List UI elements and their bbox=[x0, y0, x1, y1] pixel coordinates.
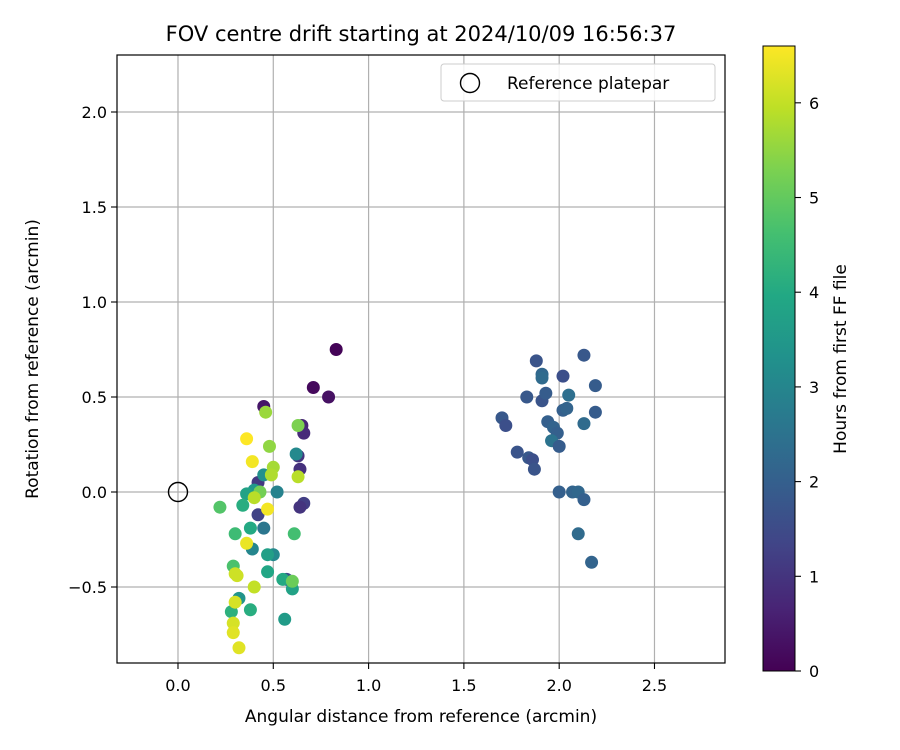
data-point bbox=[261, 548, 275, 562]
data-point bbox=[245, 455, 259, 469]
x-tick-label: 0.5 bbox=[261, 676, 286, 695]
data-point bbox=[329, 343, 343, 356]
data-point bbox=[243, 603, 257, 617]
data-point bbox=[520, 390, 534, 404]
data-point bbox=[552, 439, 566, 453]
data-point bbox=[262, 439, 276, 453]
data-point bbox=[228, 595, 242, 609]
x-axis-ticks: 0.0 0.5 1.0 1.5 2.0 2.5 bbox=[165, 663, 667, 695]
colorbar-tick-label: 4 bbox=[809, 283, 819, 302]
x-axis-label: Angular distance from reference (arcmin) bbox=[245, 707, 597, 727]
data-point bbox=[552, 485, 566, 499]
data-point bbox=[306, 381, 320, 394]
data-point bbox=[510, 445, 524, 459]
y-tick-label: 0.5 bbox=[82, 388, 107, 407]
chart-title: FOV centre drift starting at 2024/10/09 … bbox=[166, 22, 677, 46]
data-point bbox=[293, 500, 307, 514]
data-point bbox=[535, 371, 549, 385]
x-tick-label: 2.5 bbox=[642, 676, 667, 695]
data-point bbox=[228, 567, 242, 581]
data-point bbox=[247, 580, 261, 594]
data-point bbox=[257, 521, 271, 535]
colorbar-tick-label: 5 bbox=[809, 189, 819, 208]
data-point bbox=[226, 616, 240, 630]
data-point bbox=[240, 432, 254, 446]
y-tick-label: −0.5 bbox=[68, 578, 107, 597]
data-point bbox=[560, 401, 574, 415]
data-point bbox=[562, 388, 576, 402]
data-point bbox=[577, 348, 591, 362]
data-point bbox=[278, 612, 292, 626]
y-tick-label: 1.5 bbox=[82, 198, 107, 217]
colorbar-tick-label: 6 bbox=[809, 94, 819, 113]
colorbar-tick-label: 3 bbox=[809, 378, 819, 397]
data-point bbox=[322, 390, 336, 404]
y-tick-label: 1.0 bbox=[82, 293, 107, 312]
data-point bbox=[588, 405, 602, 419]
data-point bbox=[236, 498, 250, 512]
data-point bbox=[213, 500, 227, 514]
data-point bbox=[270, 485, 284, 499]
data-point bbox=[228, 527, 242, 541]
x-tick-label: 1.0 bbox=[356, 676, 381, 695]
data-point bbox=[585, 555, 599, 569]
colorbar-gradient bbox=[762, 45, 796, 672]
data-point bbox=[287, 527, 301, 541]
data-point bbox=[577, 493, 591, 507]
plot-frame bbox=[116, 54, 726, 664]
colorbar: 0 1 2 3 4 5 6 Hours from first FF file bbox=[762, 45, 851, 681]
data-point bbox=[243, 521, 257, 535]
y-tick-label: 0.0 bbox=[82, 483, 107, 502]
grid-lines bbox=[117, 55, 725, 663]
reference-marker-group bbox=[167, 481, 189, 503]
legend-box bbox=[440, 63, 716, 102]
y-axis-label: Rotation from reference (arcmin) bbox=[23, 219, 43, 499]
x-tick-label: 2.0 bbox=[546, 676, 571, 695]
data-point bbox=[259, 405, 273, 419]
data-point bbox=[251, 508, 265, 522]
data-point bbox=[571, 527, 585, 541]
data-point bbox=[226, 626, 240, 640]
data-point bbox=[261, 502, 275, 516]
legend-entry-reference: Reference platepar bbox=[507, 74, 669, 94]
legend-marker-reference bbox=[459, 72, 481, 94]
data-point bbox=[289, 447, 303, 461]
data-point bbox=[527, 462, 541, 476]
legend: Reference platepar bbox=[440, 63, 716, 102]
y-tick-label: 2.0 bbox=[82, 103, 107, 122]
data-point bbox=[556, 369, 570, 383]
data-point bbox=[529, 354, 543, 368]
data-point bbox=[240, 536, 254, 550]
data-point bbox=[264, 468, 278, 482]
colorbar-tick-label: 1 bbox=[809, 567, 819, 586]
data-point bbox=[261, 565, 275, 579]
x-tick-label: 1.5 bbox=[451, 676, 476, 695]
colorbar-tick-label: 2 bbox=[809, 473, 819, 492]
data-point bbox=[247, 491, 261, 505]
x-tick-label: 0.0 bbox=[165, 676, 190, 695]
reference-platepar-marker bbox=[167, 481, 189, 503]
data-point bbox=[291, 470, 305, 484]
data-point bbox=[285, 574, 299, 588]
data-points bbox=[213, 343, 602, 655]
data-point bbox=[499, 419, 513, 432]
data-point bbox=[232, 641, 246, 655]
data-point bbox=[588, 379, 602, 393]
y-axis-ticks: −0.5 0.0 0.5 1.0 1.5 2.0 bbox=[68, 103, 117, 597]
data-point bbox=[539, 386, 553, 400]
colorbar-ticks: 0 1 2 3 4 5 6 bbox=[795, 94, 819, 681]
data-point bbox=[577, 417, 591, 431]
data-point bbox=[291, 419, 305, 432]
colorbar-label: Hours from first FF file bbox=[831, 264, 851, 454]
colorbar-tick-label: 0 bbox=[809, 662, 819, 681]
